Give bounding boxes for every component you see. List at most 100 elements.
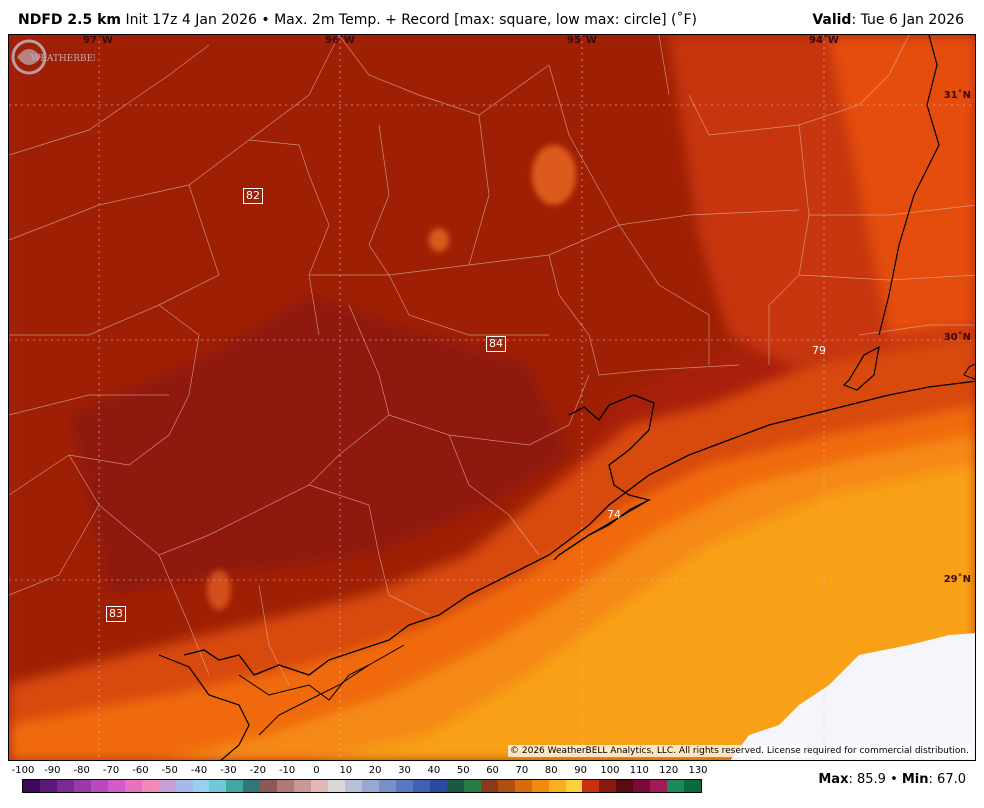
- colorbar-tick-label: 120: [659, 765, 679, 776]
- colorbar-tick-label: 80: [544, 765, 558, 776]
- colorbar-swatch: [412, 780, 430, 792]
- colorbar-ticks: -100 -90 -80 -70 -60 -50 -40 -30 -20 -10 0 10 20 30 40…: [8, 765, 708, 779]
- colorbar-swatch: [395, 780, 413, 792]
- record-max-square: 83: [106, 606, 126, 622]
- colorbar-swatch: [73, 780, 91, 792]
- colorbar-swatch: [684, 780, 702, 792]
- colorbar-swatch: [345, 780, 363, 792]
- colorbar-tick-label: 60: [486, 765, 499, 776]
- colorbar-swatch: [277, 780, 295, 792]
- max-value: : 85.9: [848, 772, 886, 787]
- colorbar-swatch: [429, 780, 447, 792]
- max-label: Max: [818, 772, 849, 787]
- colorbar-swatch: [311, 780, 329, 792]
- init-time: Init 17z 4 Jan 2026: [125, 12, 257, 28]
- colorbar-swatch: [480, 780, 498, 792]
- colorbar-swatch: [192, 780, 210, 792]
- colorbar-swatch: [565, 780, 583, 792]
- colorbar-tick-label: -40: [190, 765, 208, 776]
- colorbar-tick-label: 130: [688, 765, 708, 776]
- colorbar-tick-label: 90: [574, 765, 587, 776]
- colorbar-swatch: [531, 780, 549, 792]
- colorbar-tick-label: 10: [339, 765, 353, 776]
- valid-time: Valid: Tue 6 Jan 2026: [812, 12, 964, 28]
- colorbar-swatch: [463, 780, 481, 792]
- no-data-area: [730, 633, 975, 760]
- field-description: • Max. 2m Temp. + Record [max: square, l…: [261, 12, 697, 28]
- colorbar-swatch: [107, 780, 125, 792]
- temperature-map[interactable]: 97˚W 96˚W 95˚W 94˚W 31˚N 30˚N 29˚N 82 84…: [8, 34, 976, 761]
- model-name: NDFD 2.5 km: [18, 12, 121, 28]
- colorbar-swatch: [23, 780, 40, 792]
- colorbar-swatch: [548, 780, 566, 792]
- lon-label-97w: 97˚W: [83, 35, 113, 46]
- colorbar-swatch: [226, 780, 244, 792]
- colorbar-tick-label: 40: [427, 765, 441, 776]
- colorbar-tick-label: -100: [11, 765, 35, 776]
- colorbar-tick-label: 100: [600, 765, 620, 776]
- colorbar-tick-label: 70: [515, 765, 529, 776]
- min-value: : 67.0: [928, 772, 966, 787]
- bay-outline: [558, 394, 655, 556]
- sabine-lake: [842, 345, 880, 391]
- colorbar-tick-label: 50: [456, 765, 470, 776]
- colorbar-tick-label: -70: [102, 765, 120, 776]
- valid-label: Valid: [812, 12, 852, 28]
- colorbar-swatch: [616, 780, 634, 792]
- colorbar-tick-label: -90: [44, 765, 61, 776]
- svg-text:WEATHERBELL: WEATHERBELL: [31, 54, 95, 64]
- colorbar-swatch: [362, 780, 380, 792]
- colorbar-swatch: [650, 780, 668, 792]
- colorbar-swatch: [141, 780, 159, 792]
- colorbar-tick-label: -80: [73, 765, 90, 776]
- colorbar-tick-label: -60: [132, 765, 149, 776]
- colorbar-swatch: [514, 780, 532, 792]
- colorbar-swatch: [328, 780, 346, 792]
- colorbar-swatch: [124, 780, 142, 792]
- colorbar-tick-label: 0: [313, 765, 320, 776]
- lat-label-29n: 29˚N: [943, 574, 971, 585]
- colorbar-tick-label: 20: [368, 765, 382, 776]
- colorbar-tick-label: 110: [629, 765, 649, 776]
- colorbar-swatch: [260, 780, 278, 792]
- lon-label-95w: 95˚W: [567, 35, 597, 46]
- colorbar-swatch: [158, 780, 176, 792]
- colorbar-tick-label: -50: [161, 765, 178, 776]
- colorbar-swatch: [175, 780, 193, 792]
- colorbar-swatch: [243, 780, 261, 792]
- coastline: [183, 380, 975, 676]
- colorbar-tick-label: -10: [278, 765, 296, 776]
- copyright-notice: © 2026 WeatherBELL Analytics, LLC. All r…: [508, 745, 971, 757]
- colorbar: [22, 779, 702, 793]
- colorbar-swatch: [667, 780, 685, 792]
- colorbar-swatch: [379, 780, 396, 792]
- record-low-max-circle: 79: [812, 344, 826, 357]
- colorbar-swatch: [294, 780, 312, 792]
- colorbar-swatch: [90, 780, 108, 792]
- lat-lon-grid: [9, 35, 975, 760]
- colorbar-swatch: [599, 780, 617, 792]
- record-max-square: 84: [486, 336, 506, 352]
- record-low-max-circle: 74: [607, 508, 621, 521]
- colorbar-swatch: [39, 780, 57, 792]
- colorbar-tick-label: -20: [249, 765, 266, 776]
- lon-label-96w: 96˚W: [325, 35, 355, 46]
- colorbar-swatch: [446, 780, 464, 792]
- colorbar-swatch: [582, 780, 600, 792]
- colorbar-swatch: [209, 780, 227, 792]
- chart-title: NDFD 2.5 km Init 17z 4 Jan 2026 • Max. 2…: [18, 12, 697, 28]
- valid-value: : Tue 6 Jan 2026: [851, 12, 964, 28]
- max-min-stats: Max: 85.9 • Min: 67.0: [818, 772, 966, 787]
- record-max-square: 82: [243, 188, 263, 204]
- colorbar-tick-label: 30: [398, 765, 411, 776]
- state-border: [878, 35, 940, 336]
- colorbar-swatch: [497, 780, 515, 792]
- colorbar-tick-label: -30: [220, 765, 237, 776]
- colorbar-swatch: [56, 780, 74, 792]
- lat-label-31n: 31˚N: [943, 90, 971, 101]
- map-canvas: [9, 35, 975, 760]
- min-label: Min: [901, 772, 929, 787]
- lon-label-94w: 94˚W: [809, 35, 839, 46]
- lat-label-30n: 30˚N: [943, 332, 971, 343]
- weatherbell-logo-icon: WEATHERBELL: [11, 39, 95, 75]
